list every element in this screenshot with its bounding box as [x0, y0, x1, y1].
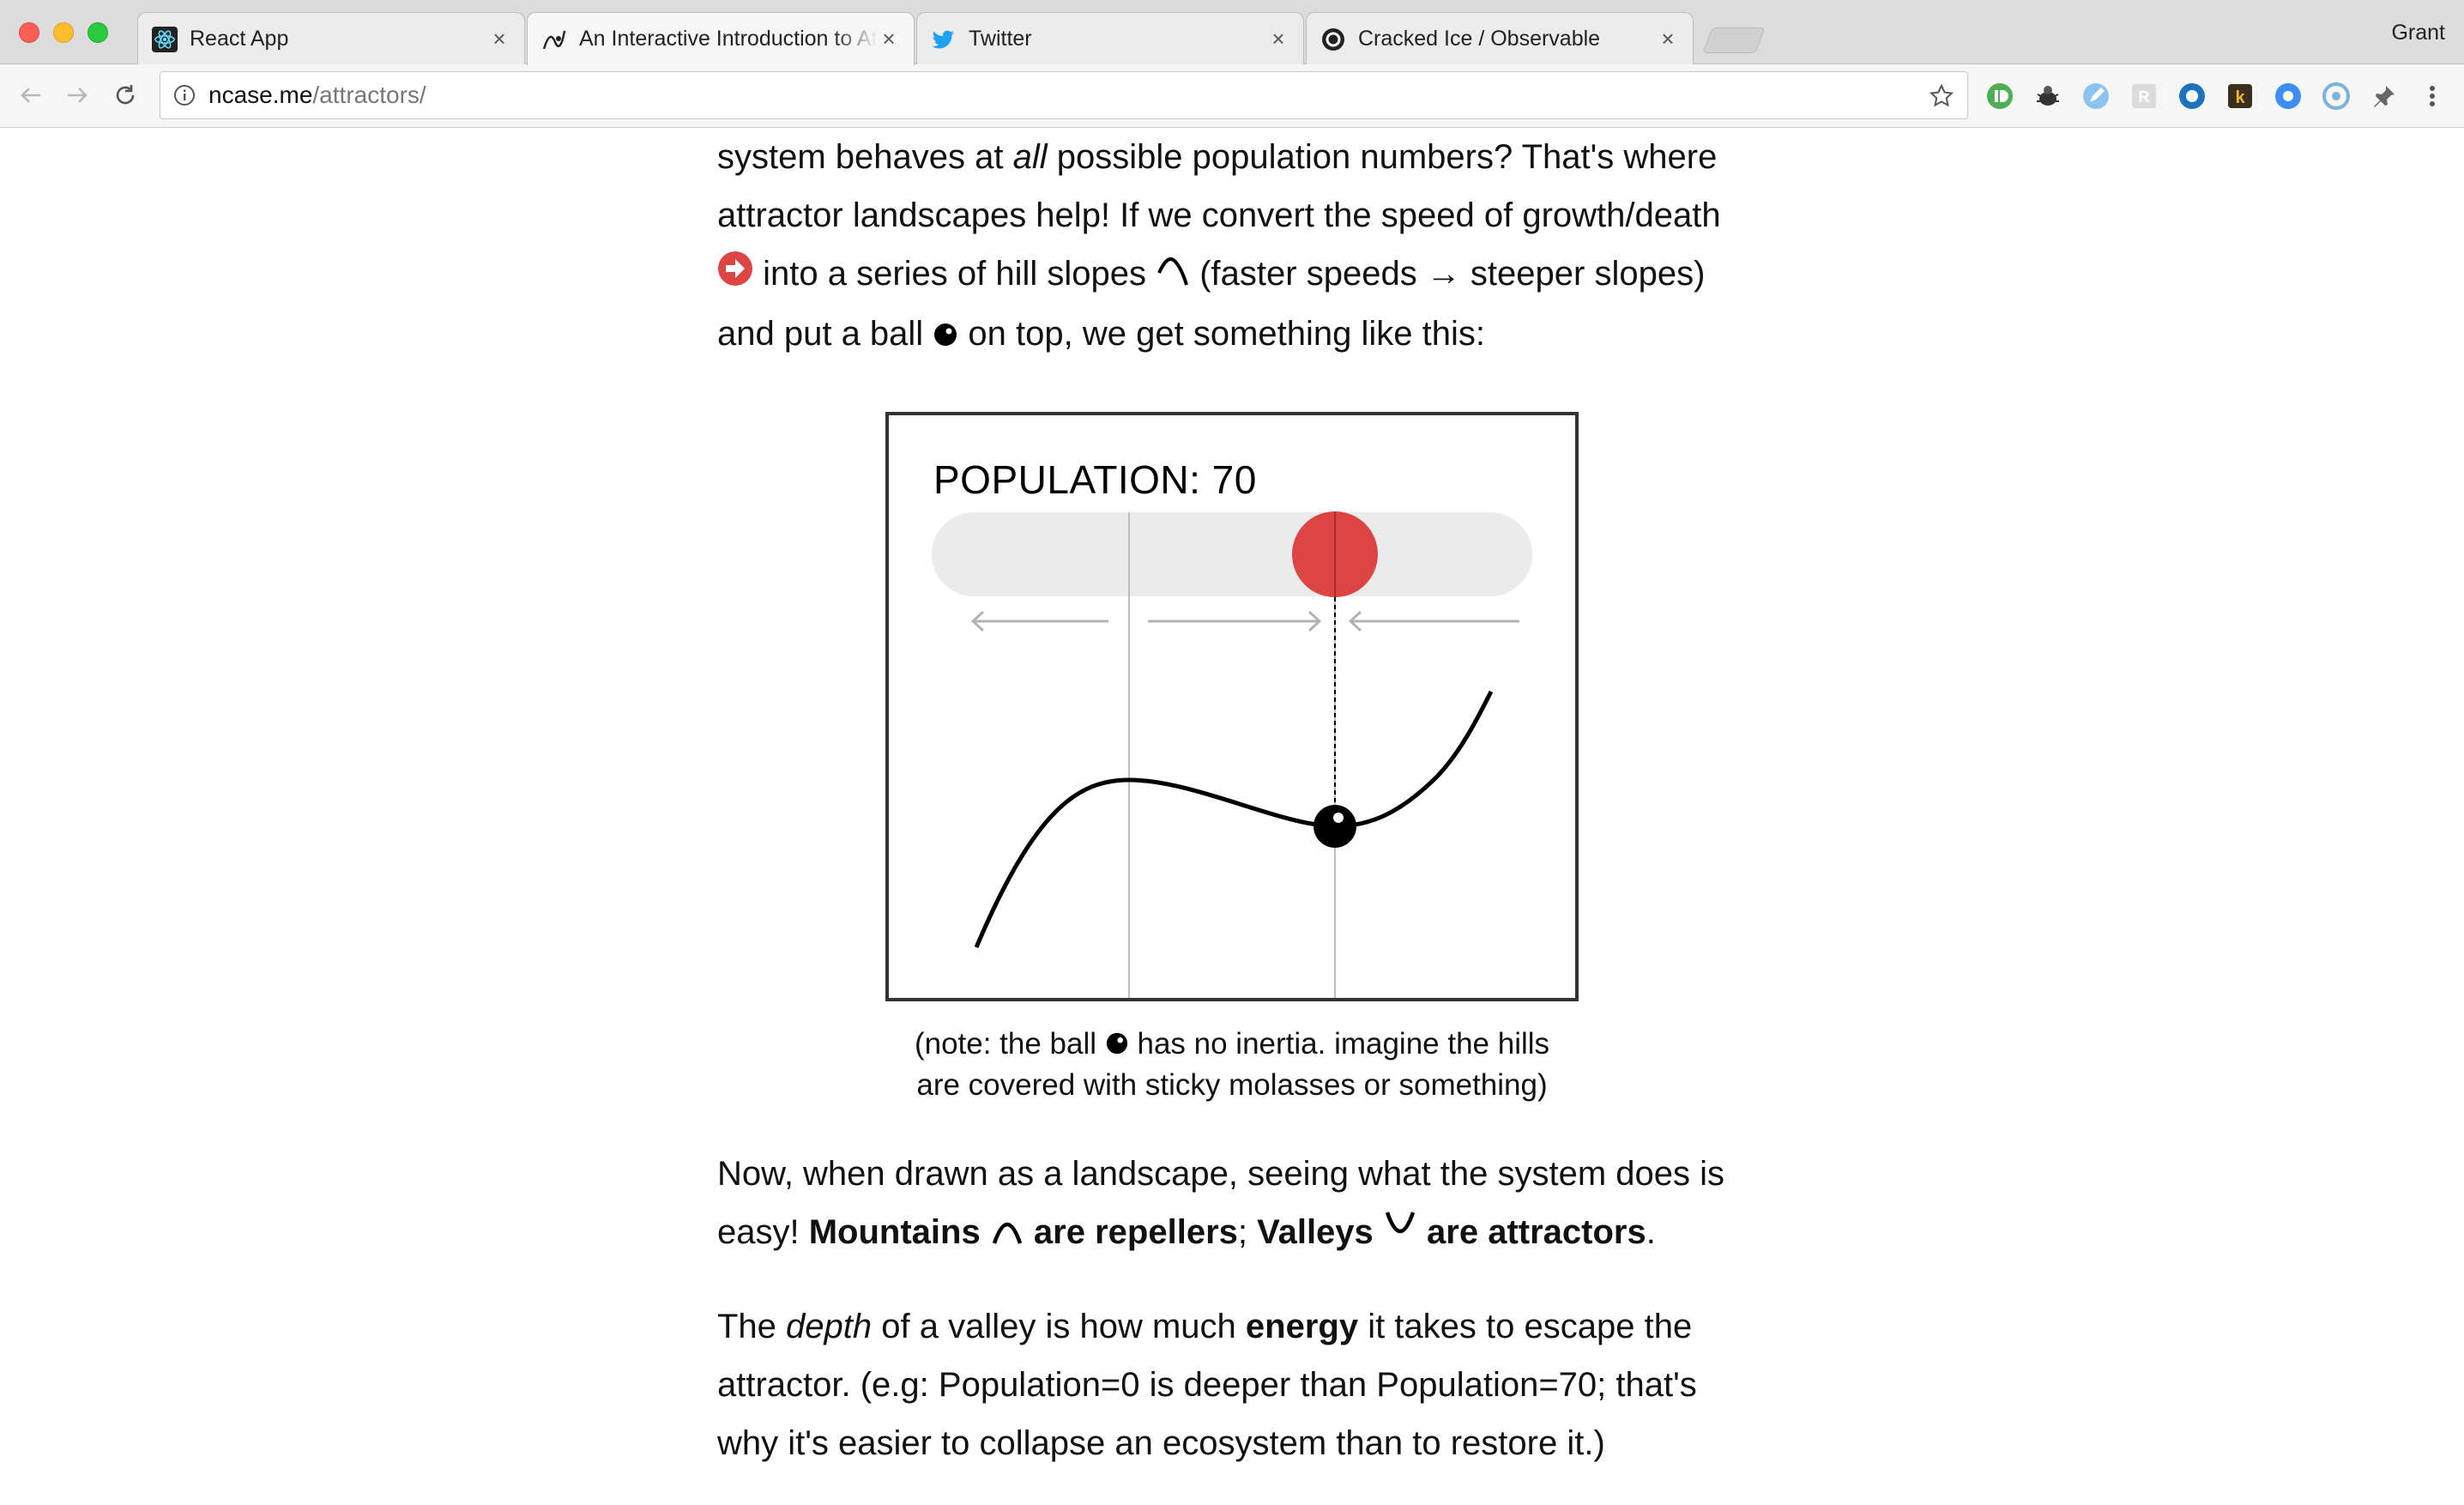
- ball-icon: [1105, 1026, 1129, 1066]
- text: Mountains: [808, 1213, 990, 1251]
- valley-icon: [1383, 1205, 1417, 1263]
- extension-bug-icon[interactable]: [2033, 82, 2062, 111]
- population-readout: POPULATION: 70: [933, 456, 1257, 503]
- text: system behaves at: [717, 138, 1013, 176]
- paragraph-landscape: Now, when drawn as a landscape, seeing w…: [717, 1145, 1747, 1263]
- text: .: [1646, 1213, 1656, 1251]
- extension-pen-icon[interactable]: [2081, 82, 2111, 111]
- browser-toolbar: ncase.me/attractors/ R k: [0, 64, 2464, 128]
- paragraph-intro: system behaves at all possible populatio…: [717, 128, 1747, 366]
- hill-slope-icon: [1156, 246, 1190, 305]
- twitter-bird-icon: [931, 27, 957, 52]
- flow-arrows: [970, 610, 1519, 632]
- valleys-term: Valleys are attractors: [1257, 1212, 1646, 1251]
- url-text: ncase.me/attractors/: [208, 82, 426, 109]
- text: (faster speeds → steeper slopes): [1190, 255, 1706, 293]
- flow-arrow-left: [1348, 610, 1519, 632]
- url-path: /attractors/: [312, 82, 426, 108]
- extension-green-circle-icon[interactable]: [1985, 82, 2014, 111]
- ncase-icon: [541, 27, 567, 52]
- window-zoom-button[interactable]: [88, 22, 108, 43]
- back-arrow-icon[interactable]: [14, 78, 48, 112]
- tab-title: Twitter: [969, 27, 1032, 51]
- text: has no inertia. imagine the hills: [1128, 1027, 1550, 1061]
- tab-close-icon[interactable]: ×: [492, 26, 506, 51]
- text: why it's easier to collapse an ecosystem…: [717, 1424, 1605, 1463]
- article-body: system behaves at all possible populatio…: [717, 128, 1747, 366]
- strong-text: energy: [1245, 1308, 1359, 1346]
- text: and put a ball: [717, 315, 933, 354]
- forward-arrow-icon[interactable]: [60, 78, 94, 112]
- flow-arrow-left: [970, 610, 1108, 632]
- tab-title: Cracked Ice / Observable: [1358, 27, 1601, 51]
- svg-text:k: k: [2235, 88, 2245, 107]
- text: are repellers: [1024, 1213, 1238, 1251]
- text: (note: the ball: [914, 1027, 1105, 1061]
- new-tab-button[interactable]: [1702, 27, 1766, 53]
- attractor-landscape-figure[interactable]: POPULATION: 70: [885, 412, 1579, 1001]
- ball-icon: [933, 307, 958, 366]
- text: Valleys: [1257, 1213, 1383, 1251]
- tab-observable[interactable]: Cracked Ice / Observable ×: [1306, 12, 1694, 65]
- extension-pin-icon[interactable]: [2370, 82, 2399, 111]
- mountains-term: Mountains are repellers: [809, 1213, 1238, 1251]
- extension-blue-dot-icon[interactable]: [2274, 82, 2303, 111]
- mountain-icon: [990, 1205, 1024, 1263]
- flow-arrow-right: [1148, 610, 1322, 632]
- window-minimize-button[interactable]: [53, 22, 74, 43]
- react-icon: [152, 26, 178, 52]
- extension-k-icon[interactable]: k: [2225, 82, 2255, 111]
- extension-light-ring-icon[interactable]: [2322, 82, 2351, 111]
- population-value: 70: [1211, 457, 1257, 502]
- tab-strip: React App × An Interactive Introduction …: [0, 0, 2464, 65]
- emphasis-text: depth: [786, 1308, 873, 1346]
- tab-react-app[interactable]: React App ×: [137, 12, 525, 65]
- landscape-curve: [974, 690, 1494, 948]
- svg-text:R: R: [2139, 88, 2150, 106]
- text: into a series of hill slopes: [753, 255, 1157, 293]
- text: it takes to escape the: [1358, 1308, 1693, 1346]
- address-bar[interactable]: ncase.me/attractors/: [160, 71, 1968, 119]
- info-icon[interactable]: [172, 83, 196, 107]
- tab-close-icon[interactable]: ×: [882, 26, 896, 51]
- text: on top, we get something like this:: [958, 315, 1485, 354]
- text: are attractors: [1416, 1213, 1646, 1251]
- extension-r-icon[interactable]: R: [2129, 82, 2159, 111]
- text: attractor landscapes help! If we convert…: [717, 196, 1721, 234]
- population-slider-track[interactable]: [932, 512, 1532, 596]
- window-close-button[interactable]: [19, 22, 39, 43]
- red-arrow-icon: [717, 246, 753, 305]
- emphasis-text: all: [1012, 138, 1048, 176]
- profile-name[interactable]: Grant: [2391, 21, 2445, 45]
- reload-icon[interactable]: [108, 78, 142, 112]
- landscape-svg: [932, 511, 1532, 998]
- tab-title: An Interactive Introduction to Attractor…: [579, 27, 878, 51]
- ball-highlight: [1333, 813, 1344, 823]
- tab-title: React App: [190, 27, 289, 51]
- extension-blue-ring-icon[interactable]: [2177, 82, 2207, 111]
- text: attractor. (e.g: Population=0 is deeper …: [717, 1366, 1697, 1405]
- observable-icon: [1320, 27, 1346, 52]
- article-body-lower: Now, when drawn as a landscape, seeing w…: [717, 1145, 1747, 1472]
- text: are covered with sticky molasses or some…: [916, 1067, 1548, 1102]
- menu-dots-icon[interactable]: [2418, 82, 2447, 111]
- tab-close-icon[interactable]: ×: [1271, 26, 1285, 51]
- tab-twitter[interactable]: Twitter ×: [916, 12, 1304, 65]
- population-label: POPULATION:: [933, 457, 1201, 502]
- bookmark-star-icon[interactable]: [1928, 82, 1955, 110]
- paragraph-depth: The depth of a valley is how much energy…: [717, 1297, 1747, 1472]
- text: ;: [1237, 1213, 1258, 1251]
- landscape-ball: [1314, 805, 1356, 848]
- text: easy!: [717, 1213, 809, 1251]
- url-host: ncase.me: [208, 82, 313, 108]
- text: possible population numbers? That's wher…: [1047, 138, 1718, 176]
- text: Now, when drawn as a landscape, seeing w…: [717, 1155, 1724, 1193]
- figure-caption: (note: the ball has no inertia. imagine …: [717, 1024, 1747, 1105]
- text: of a valley is how much: [872, 1308, 1246, 1346]
- text: The: [717, 1308, 787, 1346]
- tab-close-icon[interactable]: ×: [1661, 26, 1675, 51]
- tab-attractors[interactable]: An Interactive Introduction to Attractor…: [527, 12, 915, 65]
